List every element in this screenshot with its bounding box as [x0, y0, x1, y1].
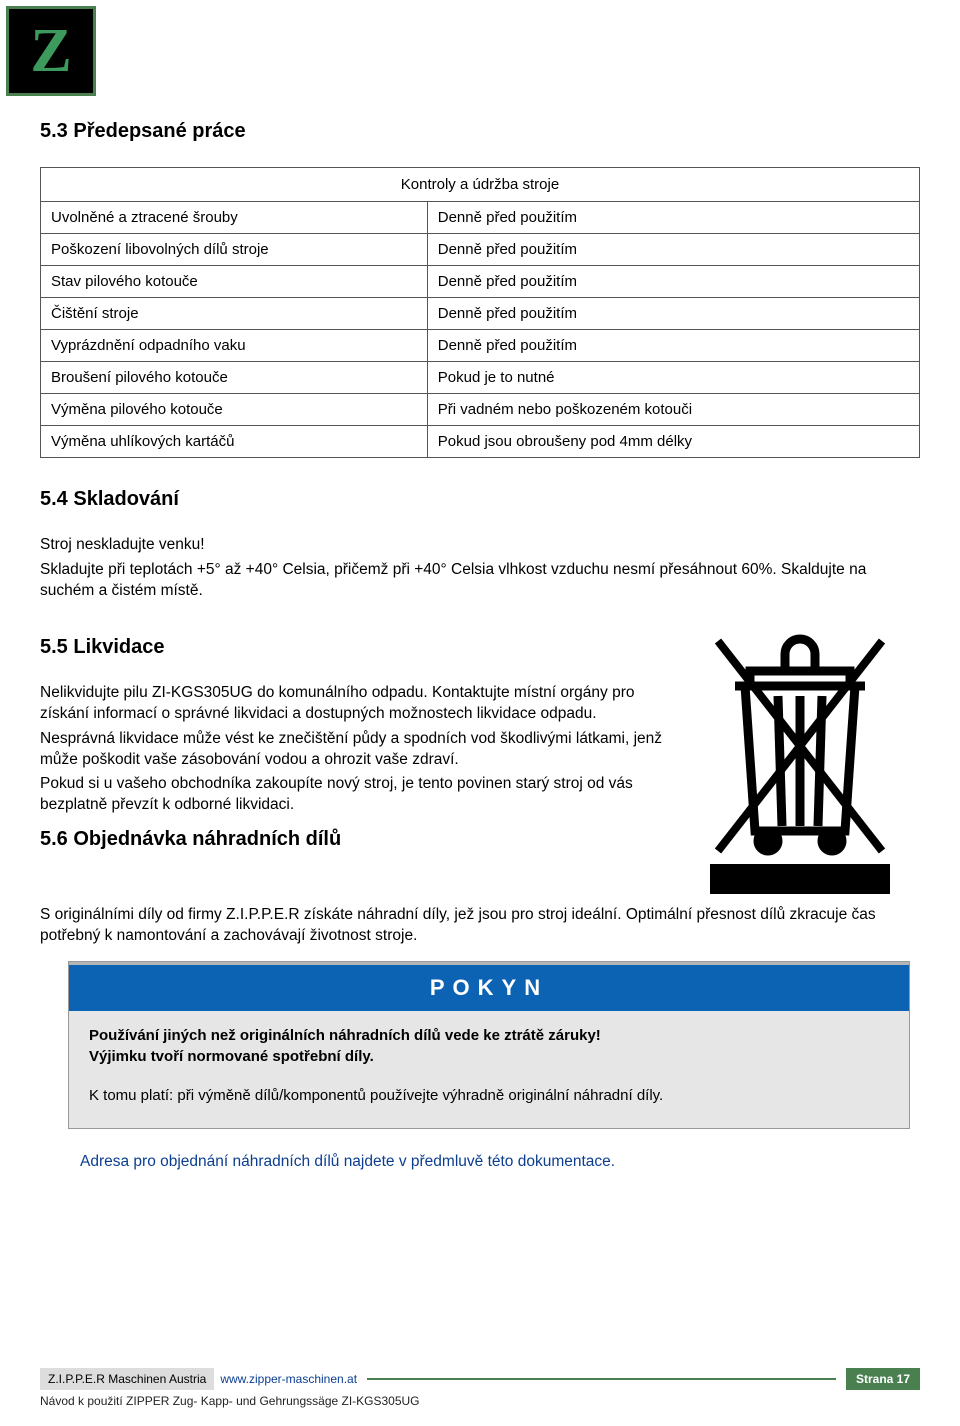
page-footer: Z.I.P.P.E.R Maschinen Austria www.zipper… — [0, 1368, 960, 1408]
storage-text: Skladujte při teplotách +5° až +40° Cels… — [40, 560, 920, 602]
brand-logo: Z — [6, 6, 96, 96]
cell-right: Denně před použitím — [427, 202, 919, 234]
table-row: Poškození libovolných dílů strojeDenně p… — [41, 234, 920, 266]
table-row: Výměna uhlíkových kartáčůPokud jsou obro… — [41, 426, 920, 458]
footer-company: Z.I.P.P.E.R Maschinen Austria — [40, 1368, 214, 1390]
heading-55: 5.5 Likvidace — [40, 636, 682, 659]
maintenance-table: Kontroly a údržba stroje Uvolněné a ztra… — [40, 167, 920, 458]
cell-left: Vyprázdnění odpadního vaku — [41, 330, 428, 362]
storage-warning: Stroj neskladujte venku! — [40, 535, 920, 556]
heading-53: 5.3 Předepsané práce — [40, 120, 920, 143]
cell-left: Výměna pilového kotouče — [41, 394, 428, 426]
cell-left: Uvolněné a ztracené šrouby — [41, 202, 428, 234]
disposal-p2: Nesprávná likvidace může vést ke znečišt… — [40, 729, 682, 771]
notice-body: Používání jiných než originálních náhrad… — [69, 1011, 909, 1110]
spare-parts-text: S originálními díly od firmy Z.I.P.P.E.R… — [40, 905, 920, 947]
cell-right: Denně před použitím — [427, 234, 919, 266]
table-header-row: Kontroly a údržba stroje — [41, 168, 920, 202]
table-row: Broušení pilového kotoučePokud je to nut… — [41, 362, 920, 394]
notice-title: POKYN — [69, 962, 909, 1011]
cell-right: Při vadném nebo poškozeném kotouči — [427, 394, 919, 426]
cell-right: Denně před použitím — [427, 266, 919, 298]
notice-box: POKYN Používání jiných než originálních … — [68, 961, 910, 1129]
address-link-line: Adresa pro objednání náhradních dílů naj… — [80, 1153, 920, 1171]
table-row: Výměna pilového kotoučePři vadném nebo p… — [41, 394, 920, 426]
disposal-p3: Pokud si u vašeho obchodníka zakoupíte n… — [40, 774, 682, 816]
notice-line1: Používání jiných než originálních náhrad… — [89, 1025, 889, 1046]
cell-right: Denně před použitím — [427, 298, 919, 330]
disposal-text-col: 5.5 Likvidace Nelikvidujte pilu ZI-KGS30… — [40, 606, 682, 876]
table-row: Čištění strojeDenně před použitím — [41, 298, 920, 330]
crossed-bin-icon — [700, 616, 900, 896]
table-header: Kontroly a údržba stroje — [41, 168, 920, 202]
table-row: Vyprázdnění odpadního vakuDenně před pou… — [41, 330, 920, 362]
footer-top: Z.I.P.P.E.R Maschinen Austria www.zipper… — [40, 1368, 920, 1390]
notice-line3: K tomu platí: při výměně dílů/komponentů… — [89, 1085, 889, 1106]
cell-right: Denně před použitím — [427, 330, 919, 362]
weee-icon — [700, 606, 920, 901]
table-row: Uvolněné a ztracené šroubyDenně před pou… — [41, 202, 920, 234]
cell-right: Pokud je to nutné — [427, 362, 919, 394]
table-row: Stav pilového kotoučeDenně před použitím — [41, 266, 920, 298]
disposal-row: 5.5 Likvidace Nelikvidujte pilu ZI-KGS30… — [40, 606, 920, 901]
disposal-p1: Nelikvidujte pilu ZI-KGS305UG do komunál… — [40, 683, 682, 725]
page-content: 5.3 Předepsané práce Kontroly a údržba s… — [0, 0, 960, 1171]
notice-line2: Výjimku tvoří normované spotřební díly. — [89, 1046, 889, 1067]
footer-url: www.zipper-maschinen.at — [220, 1372, 357, 1386]
cell-left: Výměna uhlíkových kartáčů — [41, 426, 428, 458]
cell-left: Broušení pilového kotouče — [41, 362, 428, 394]
footer-page: Strana 17 — [846, 1368, 920, 1390]
cell-right: Pokud jsou obroušeny pod 4mm délky — [427, 426, 919, 458]
cell-left: Stav pilového kotouče — [41, 266, 428, 298]
cell-left: Čištění stroje — [41, 298, 428, 330]
heading-54: 5.4 Skladování — [40, 488, 920, 511]
footer-doc: Návod k použití ZIPPER Zug- Kapp- und Ge… — [40, 1394, 920, 1408]
heading-56: 5.6 Objednávka náhradních dílů — [40, 828, 682, 851]
brand-logo-letter: Z — [30, 20, 71, 82]
cell-left: Poškození libovolných dílů stroje — [41, 234, 428, 266]
footer-rule — [367, 1378, 836, 1380]
